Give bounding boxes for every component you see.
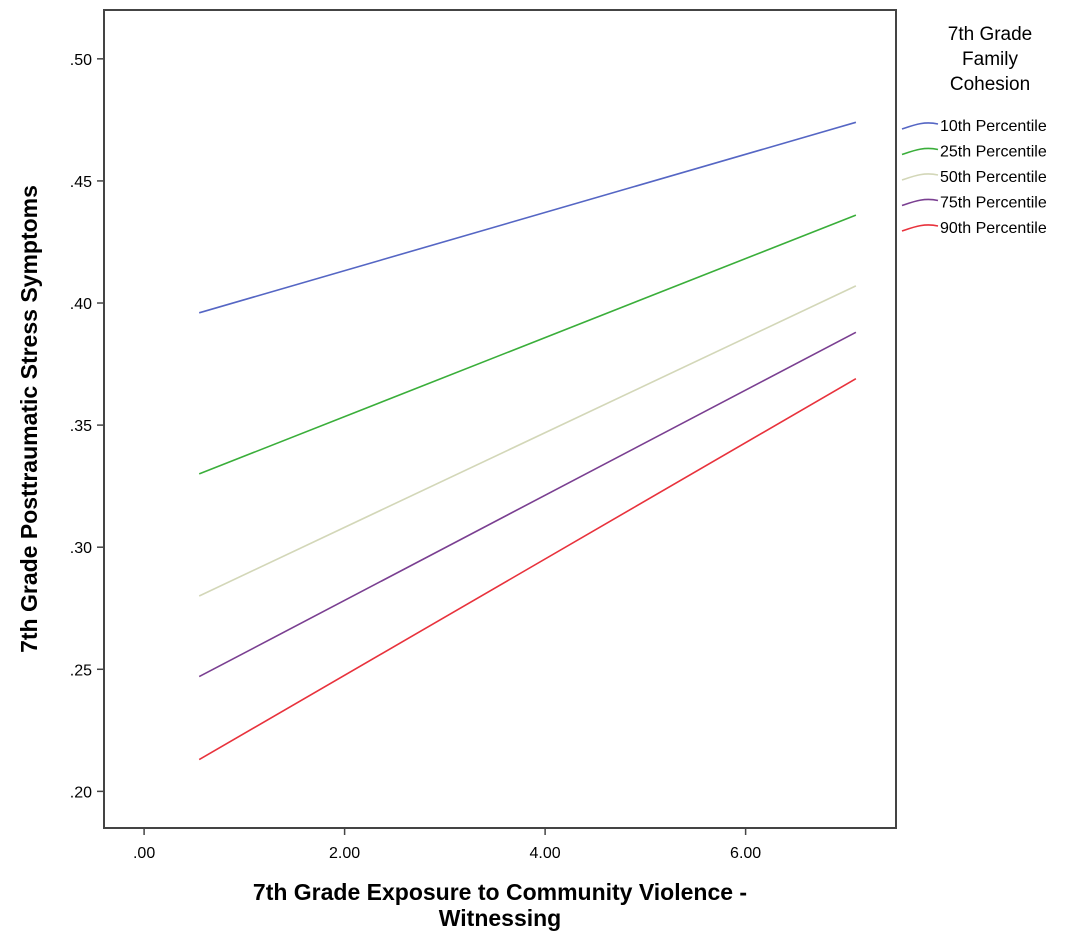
legend-label: 90th Percentile	[940, 220, 1047, 237]
x-tick-label: 2.00	[329, 845, 360, 862]
y-tick-label: .50	[70, 52, 92, 69]
x-axis-title-line-1: 7th Grade Exposure to Community Violence…	[253, 879, 747, 905]
legend-label: 75th Percentile	[940, 195, 1047, 212]
legend-label: 10th Percentile	[940, 118, 1047, 135]
y-tick-label: .30	[70, 540, 92, 557]
legend-title-line-3: Cohesion	[950, 74, 1030, 95]
y-axis-title: 7th Grade Posttraumatic Stress Symptoms	[16, 185, 42, 653]
plot-frame	[103, 9, 897, 829]
legend-swatch	[901, 173, 939, 181]
y-axis: .20 .25 .30 .35 .40 .45 .50	[70, 52, 104, 801]
x-tick-label: 4.00	[530, 845, 561, 862]
x-axis-title-line-2: Witnessing	[439, 905, 561, 931]
legend-swatch	[901, 147, 939, 156]
y-tick-label: .25	[70, 662, 92, 679]
legend-title-line-2: Family	[962, 49, 1018, 70]
series-line-1	[198, 121, 857, 314]
series-lines	[198, 121, 857, 761]
y-tick-label: .45	[70, 174, 92, 191]
legend-swatch	[901, 122, 939, 130]
y-tick-label: .20	[70, 784, 92, 801]
legend-swatch	[901, 224, 939, 232]
legend: 7th Grade Family Cohesion 10th Percentil…	[901, 24, 1047, 237]
y-tick-label: .35	[70, 418, 92, 435]
legend-title-line-1: 7th Grade	[948, 24, 1033, 45]
series-line-4	[198, 331, 857, 678]
x-tick-label: .00	[133, 845, 155, 862]
x-axis: .00 2.00 4.00 6.00	[133, 828, 761, 862]
y-tick-label: .40	[70, 296, 92, 313]
legend-items: 10th Percentile 25th Percentile 50th Perce…	[901, 118, 1047, 237]
series-line-3	[198, 285, 857, 597]
legend-label: 50th Percentile	[940, 169, 1047, 186]
series-line-2	[198, 214, 857, 475]
legend-swatch	[901, 198, 939, 207]
series-line-5	[198, 378, 857, 761]
x-tick-label: 6.00	[730, 845, 761, 862]
legend-label: 25th Percentile	[940, 144, 1047, 161]
